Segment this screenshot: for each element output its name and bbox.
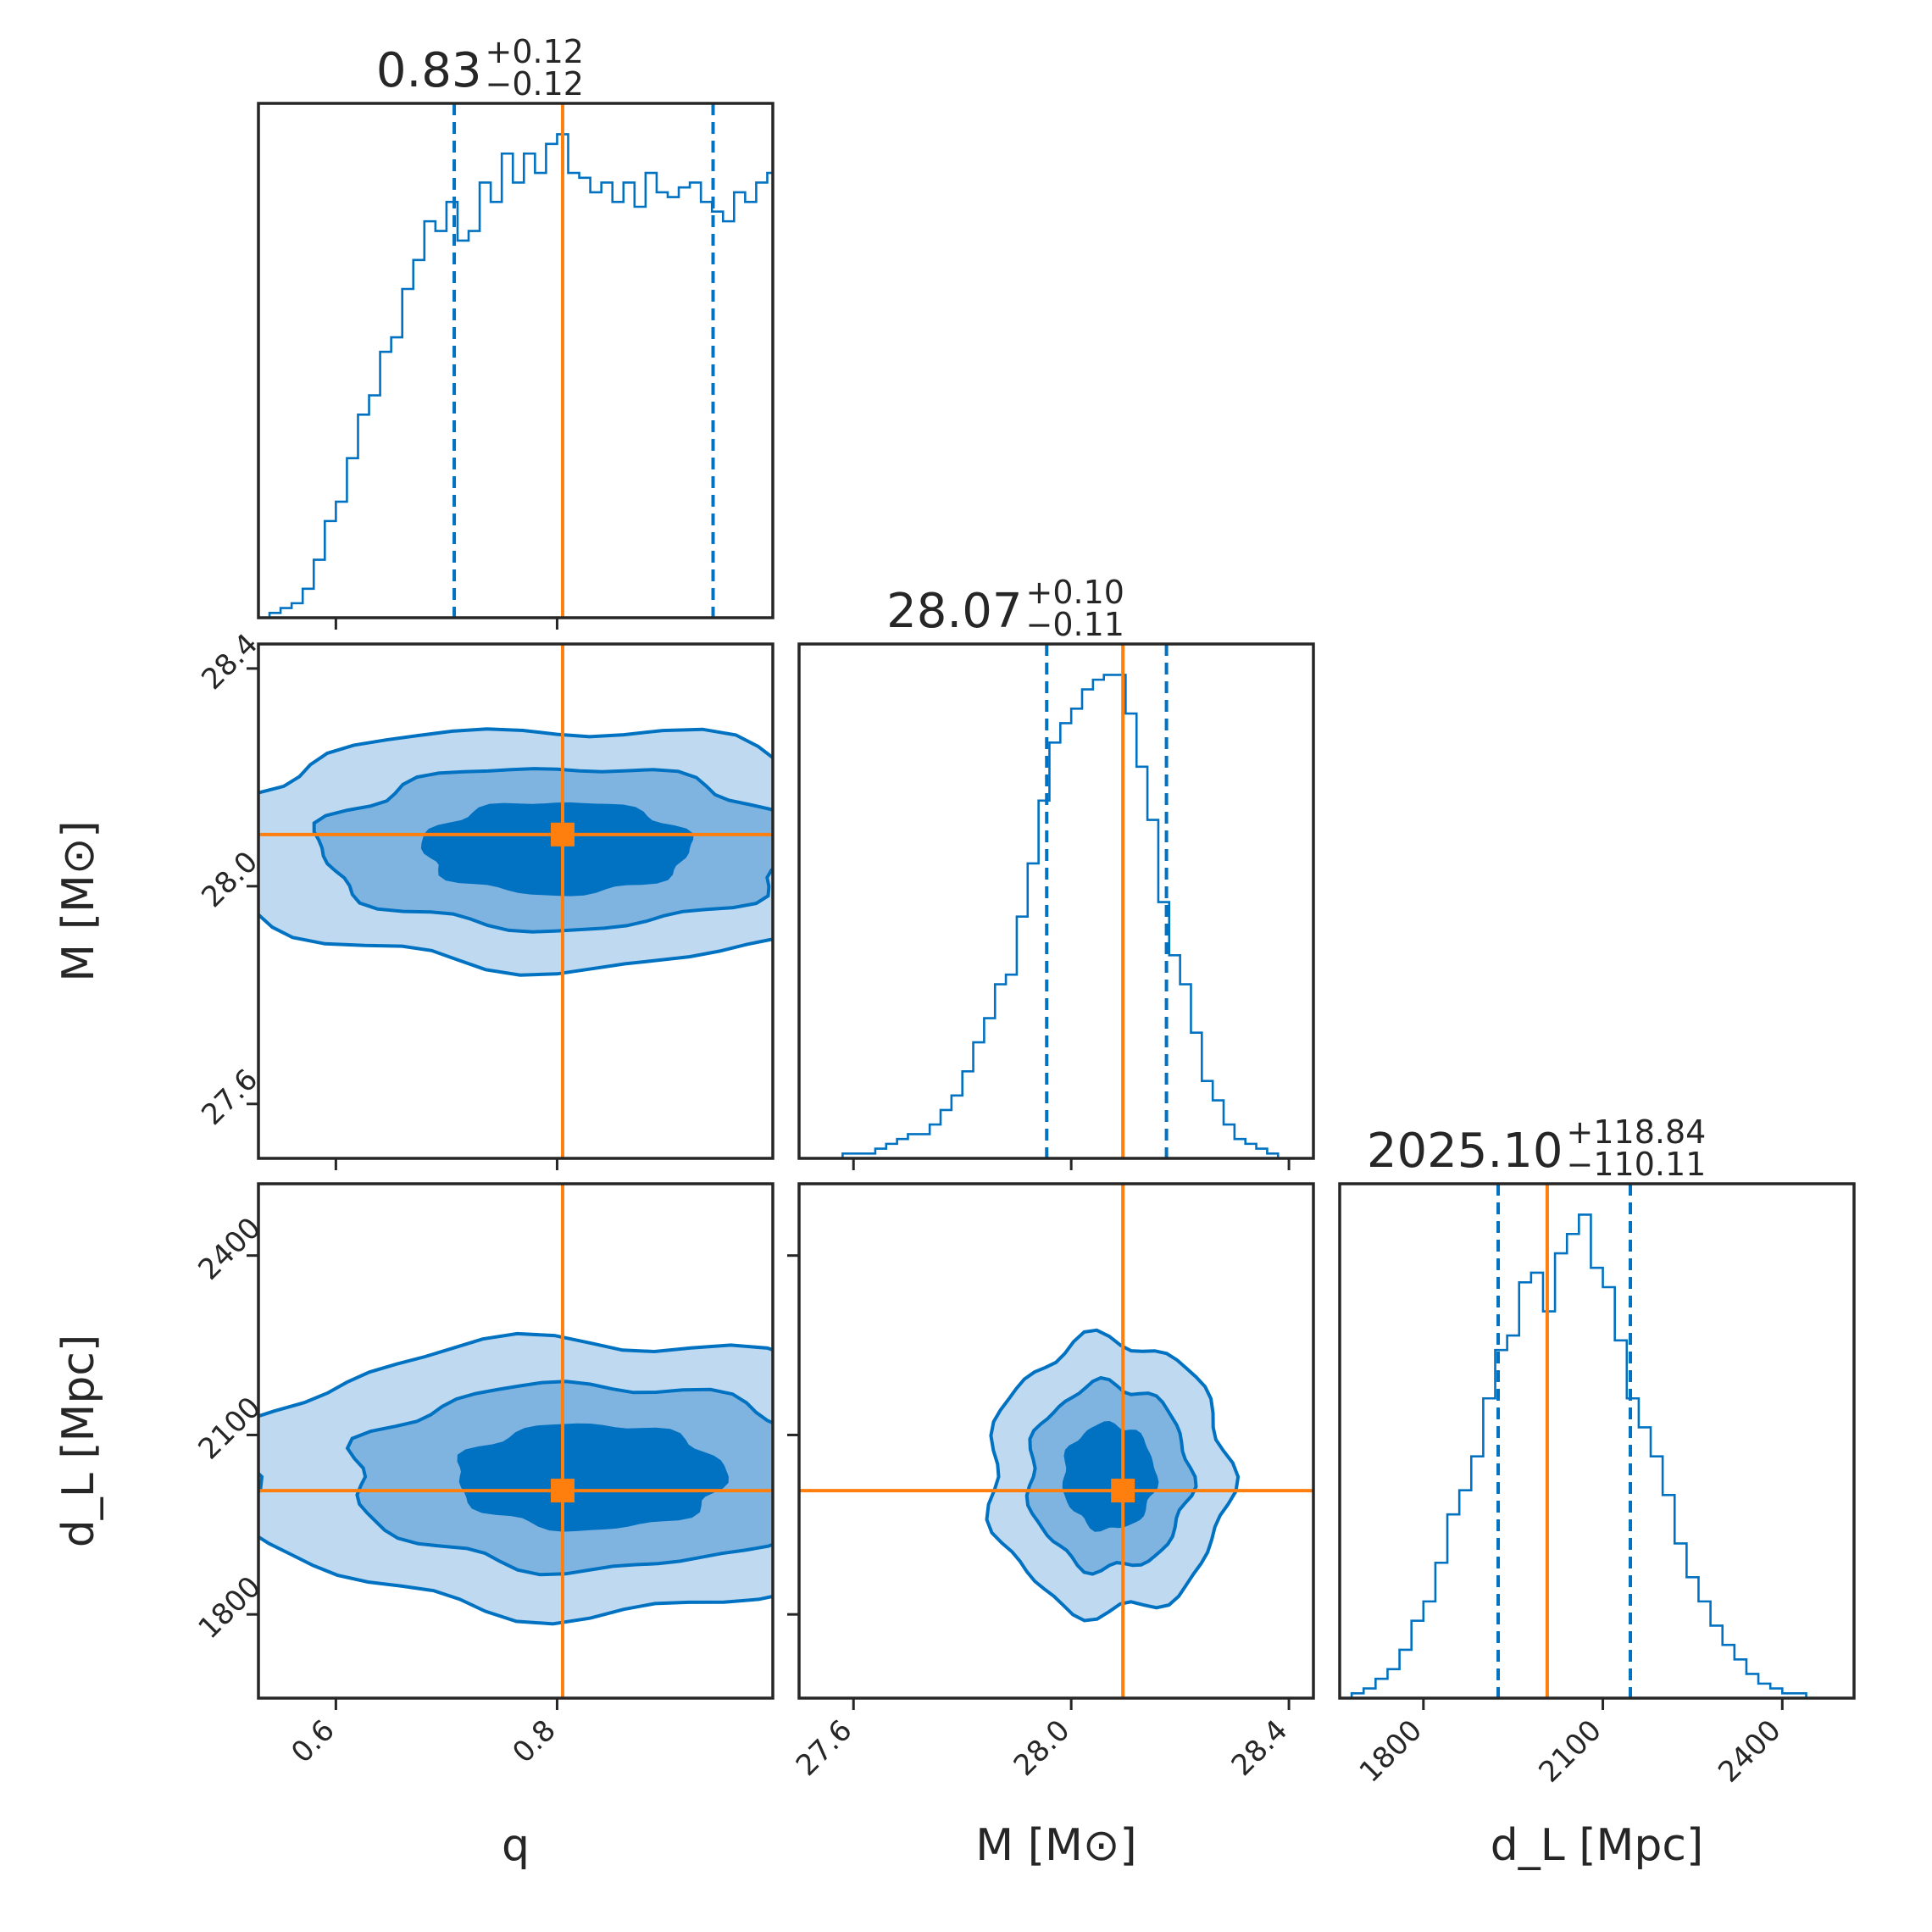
y-tick-label-M-2: 28.4 <box>195 627 264 697</box>
density-panel-M-dL <box>799 1184 1313 1698</box>
x-axis-label-dL: d_L [Mpc] <box>1491 1820 1704 1871</box>
contour-line-2 <box>420 802 694 897</box>
hist-panel-M: 28.07 +0.10−0.11 <box>799 574 1311 1158</box>
x-tick-label-M-0: 27.6 <box>790 1713 859 1783</box>
axis-frame <box>797 642 1315 1160</box>
density-area-1 <box>258 1184 773 1698</box>
y-tick-label-M-0: 27.6 <box>195 1063 264 1132</box>
axis-frame <box>257 642 774 1160</box>
title-minus-q: −0.12 <box>486 65 584 103</box>
x-axis-label-q: q <box>502 1820 530 1871</box>
contour-fill-2 <box>458 1424 727 1530</box>
density-panel-q-M <box>258 644 773 1158</box>
x-tick-label-M-2: 28.4 <box>1225 1713 1295 1783</box>
title-plus-M: +0.10 <box>1026 574 1124 611</box>
contour-line-0 <box>985 1328 1241 1623</box>
truth-marker-2 <box>1111 1479 1135 1503</box>
y-axis-label-dL: d_L [Mpc] <box>53 1335 104 1548</box>
title-value-q: 0.83 <box>376 43 482 98</box>
x-tick-label-dL-2: 2400 <box>1712 1713 1787 1789</box>
y-tick-label-dL-0: 1800 <box>192 1570 267 1646</box>
truth-marker-0 <box>550 822 575 847</box>
axis-frame <box>257 102 774 619</box>
hist-line-M <box>799 674 1311 1158</box>
contour-line-2 <box>1062 1420 1159 1532</box>
axis-frame <box>797 1182 1315 1700</box>
x-tick-label-M-1: 28.0 <box>1008 1713 1077 1783</box>
contour-line-0 <box>258 1331 773 1626</box>
title-plus-q: +0.12 <box>486 33 584 70</box>
contour-line-0 <box>258 727 773 977</box>
y-tick-label-dL-1: 2100 <box>192 1391 267 1466</box>
title-plus-dL: +118.84 <box>1567 1113 1707 1151</box>
contour-fill-2 <box>1063 1423 1158 1530</box>
density-area-0 <box>258 644 773 1158</box>
contour-fill-2 <box>422 803 692 895</box>
axis-frame <box>1338 1182 1856 1700</box>
axes-1-1 <box>797 642 1315 1170</box>
density-panel-q-dL <box>258 1184 773 1698</box>
x-tick-label-q-1: 0.8 <box>506 1713 563 1770</box>
axes-0-0 <box>257 102 774 630</box>
contour-line-1 <box>1024 1375 1198 1576</box>
title-minus-dL: −110.11 <box>1567 1146 1707 1183</box>
contour-line-2 <box>457 1423 729 1532</box>
hist-line-q <box>258 133 773 618</box>
hist-panel-q: 0.83 +0.12−0.12 <box>258 33 773 618</box>
density-area-2 <box>799 1184 1313 1698</box>
hist-line-dL <box>1340 1213 1842 1698</box>
x-tick-label-dL-1: 2100 <box>1532 1713 1607 1789</box>
y-tick-label-M-1: 28.0 <box>195 845 264 914</box>
x-tick-label-q-0: 0.6 <box>285 1713 341 1770</box>
x-axis-label-M: M [M⊙] <box>975 1820 1136 1871</box>
axis-frame <box>257 1182 774 1700</box>
axes-2-2: 1800 2100 2400 <box>1338 1182 1856 1790</box>
contour-line-1 <box>312 767 773 934</box>
truth-marker-1 <box>550 1479 575 1503</box>
title-value-dL: 2025.10 <box>1367 1124 1563 1179</box>
y-tick-label-dL-2: 2400 <box>192 1211 267 1286</box>
title-value-M: 28.07 <box>886 584 1022 639</box>
hist-panel-dL: 2025.10 +118.84−110.11 <box>1340 1113 1842 1698</box>
x-tick-label-dL-0: 1800 <box>1353 1713 1429 1789</box>
y-axis-label-M: M [M⊙] <box>53 820 104 981</box>
contour-line-1 <box>345 1380 773 1577</box>
title-minus-M: −0.11 <box>1026 606 1124 643</box>
